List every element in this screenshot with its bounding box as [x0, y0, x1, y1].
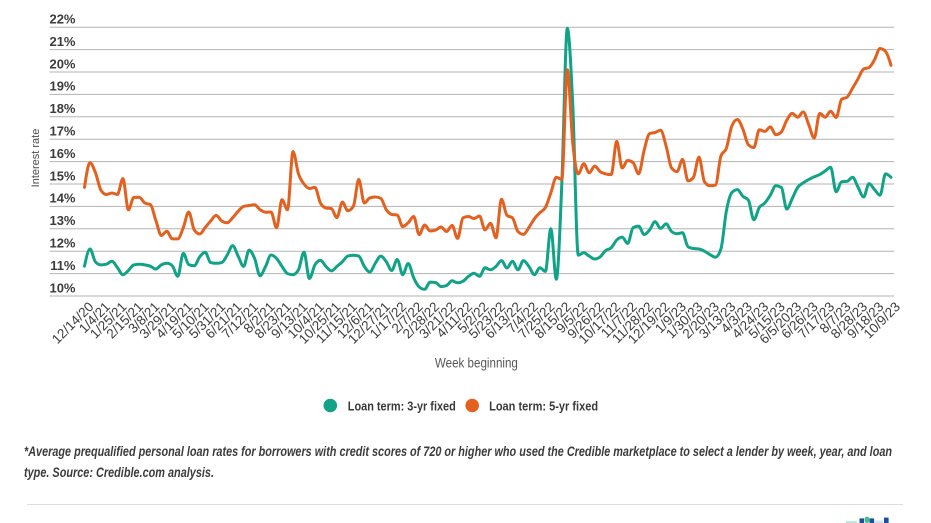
svg-text:17%: 17%: [49, 124, 75, 139]
svg-text:21%: 21%: [49, 34, 75, 49]
svg-text:13%: 13%: [49, 213, 75, 228]
svg-text:18%: 18%: [49, 101, 75, 116]
svg-text:Loan term: 5-yr fixed: Loan term: 5-yr fixed: [489, 398, 598, 413]
svg-text:10%: 10%: [49, 280, 75, 295]
svg-text:14%: 14%: [49, 191, 75, 206]
svg-text:Loan term: 3-yr fixed: Loan term: 3-yr fixed: [348, 398, 456, 413]
svg-text:type. Source: Credible.com ana: type. Source: Credible.com analysis.: [24, 465, 214, 480]
svg-text:Week beginning: Week beginning: [435, 356, 518, 371]
svg-text:11%: 11%: [50, 258, 76, 273]
svg-text:16%: 16%: [49, 146, 75, 161]
svg-text:Interest rate: Interest rate: [30, 129, 42, 188]
svg-text:12%: 12%: [49, 236, 75, 251]
svg-text:22%: 22%: [49, 12, 75, 27]
svg-text:20%: 20%: [49, 56, 75, 71]
svg-text:*Average prequalified personal: *Average prequalified personal loan rate…: [24, 444, 892, 459]
svg-text:19%: 19%: [49, 79, 75, 94]
svg-text:15%: 15%: [49, 168, 75, 183]
